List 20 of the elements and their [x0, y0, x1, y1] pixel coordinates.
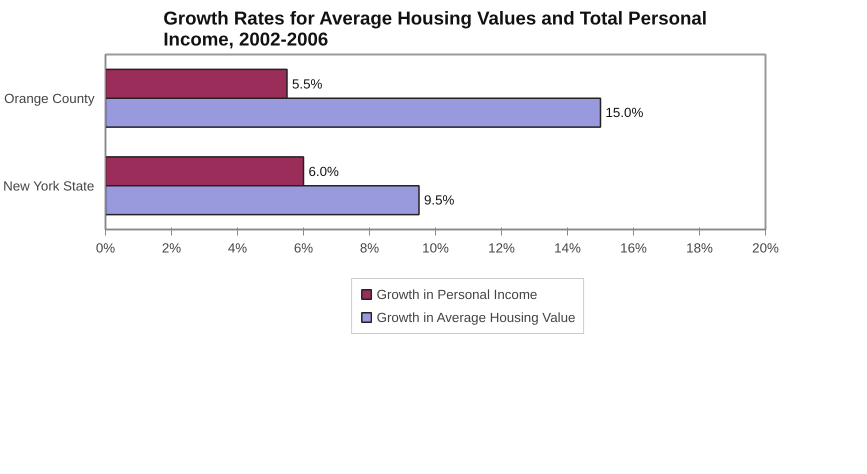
x-tick-label: 4% [228, 240, 248, 256]
x-tick-label: 12% [488, 240, 515, 256]
x-tick-label: 2% [162, 240, 182, 256]
x-tick-label: 10% [422, 240, 449, 256]
x-tick-label: 14% [554, 240, 581, 256]
x-tick-label: 18% [686, 240, 713, 256]
legend-label: Growth in Average Housing Value [376, 310, 576, 324]
y-tick-label: Orange County [4, 90, 95, 106]
y-tick-label: New York State [3, 178, 94, 194]
data-label: 6.0% [308, 164, 340, 179]
data-label: 15.0% [606, 105, 644, 120]
x-tick-label: 0% [96, 240, 116, 256]
legend-label: Growth in Personal Income [376, 286, 538, 302]
data-label: 9.5% [424, 192, 455, 208]
data-label: 5.5% [292, 76, 323, 92]
x-tick-label: 6% [294, 240, 314, 256]
x-tick-label: 16% [620, 240, 647, 256]
chart-title: Growth Rates for Average Housing Values and Total Personal Income, 2002-2006 [163, 8, 707, 50]
x-tick-label: 8% [360, 240, 380, 256]
x-tick-label: 20% [752, 240, 779, 256]
